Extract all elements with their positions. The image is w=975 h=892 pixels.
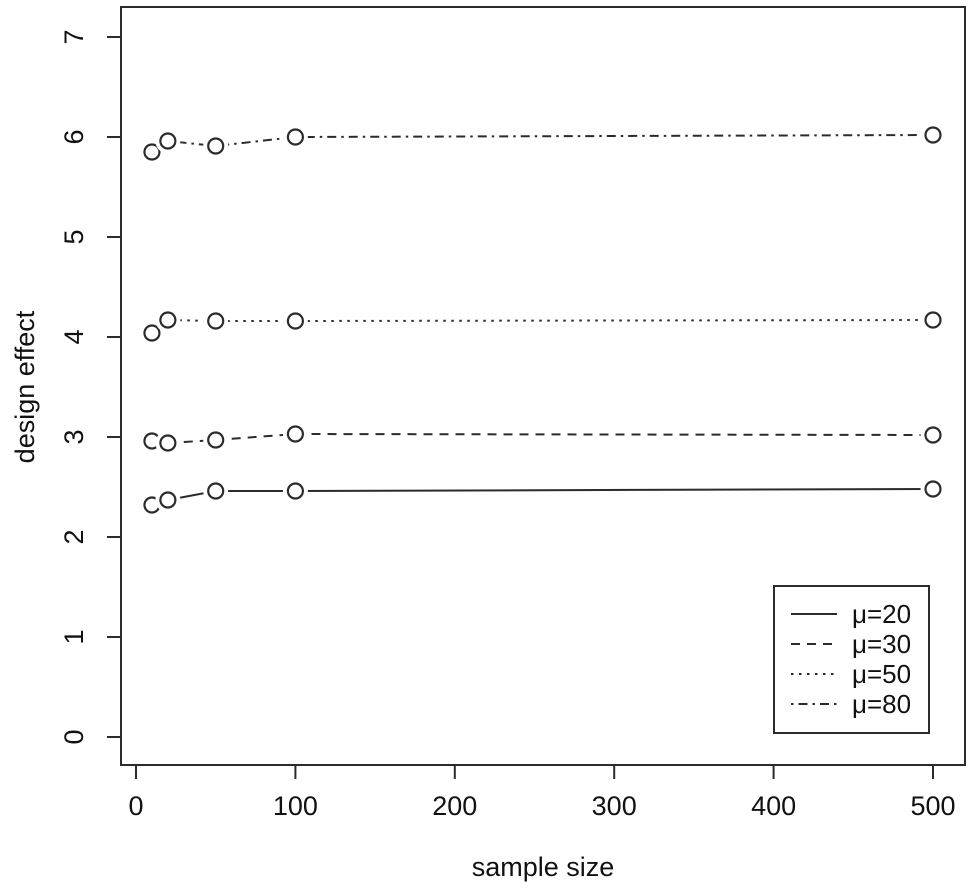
data-point-marker (286, 312, 304, 330)
legend-item-label: μ=50 (852, 659, 912, 689)
data-point-marker (159, 132, 177, 150)
x-tick-label: 400 (751, 791, 796, 821)
data-point-marker (286, 482, 304, 500)
data-point-marker (207, 482, 225, 500)
y-tick-label: 2 (59, 529, 89, 544)
series-line-dashdot (151, 134, 934, 153)
data-point-marker (207, 312, 225, 330)
data-point-marker (207, 431, 225, 449)
data-point-marker (924, 426, 942, 444)
plot-box (120, 6, 966, 766)
data-point-marker (924, 311, 942, 329)
data-point-marker (159, 311, 177, 329)
y-tick-label: 1 (59, 629, 89, 644)
series-line-solid (151, 488, 934, 506)
y-tick-label: 0 (59, 729, 89, 744)
data-point-marker (924, 480, 942, 498)
y-tick-label: 3 (59, 429, 89, 444)
legend-item-label: μ=30 (852, 629, 912, 659)
data-point-marker (143, 143, 161, 161)
y-tick-label: 5 (59, 229, 89, 244)
legend-item: μ=80 (789, 689, 928, 719)
legend: μ=20 μ=30 μ=50 μ=80 (773, 585, 930, 734)
legend-item: μ=50 (789, 659, 928, 689)
y-tick-label: 6 (59, 129, 89, 144)
data-point-marker (924, 126, 942, 144)
data-point-marker (286, 128, 304, 146)
x-tick-label: 500 (910, 791, 955, 821)
x-tick-label: 100 (273, 791, 318, 821)
legend-line-solid-icon (791, 613, 837, 615)
x-tick-label: 0 (128, 791, 143, 821)
legend-item-label: μ=20 (852, 599, 912, 629)
legend-line-dashed-icon (791, 643, 837, 645)
x-axis-title: sample size (471, 852, 615, 882)
series-line-dashed (151, 432, 934, 445)
data-point-marker (207, 137, 225, 155)
legend-line-dotted-icon (791, 673, 837, 675)
data-point-marker (159, 434, 177, 452)
data-point-marker (143, 324, 161, 342)
y-axis-title: design effect (10, 310, 40, 464)
y-tick-label: 4 (59, 329, 89, 344)
legend-item: μ=20 (789, 599, 928, 629)
series-line-dotted (151, 318, 934, 334)
legend-line-dashdot-icon (791, 703, 837, 705)
data-point-marker (286, 425, 304, 443)
x-tick-label: 200 (432, 791, 477, 821)
legend-item-label: μ=80 (852, 689, 912, 719)
x-tick-label: 300 (592, 791, 637, 821)
legend-item: μ=30 (789, 629, 928, 659)
y-tick-label: 7 (59, 29, 89, 44)
data-point-marker (159, 491, 177, 509)
